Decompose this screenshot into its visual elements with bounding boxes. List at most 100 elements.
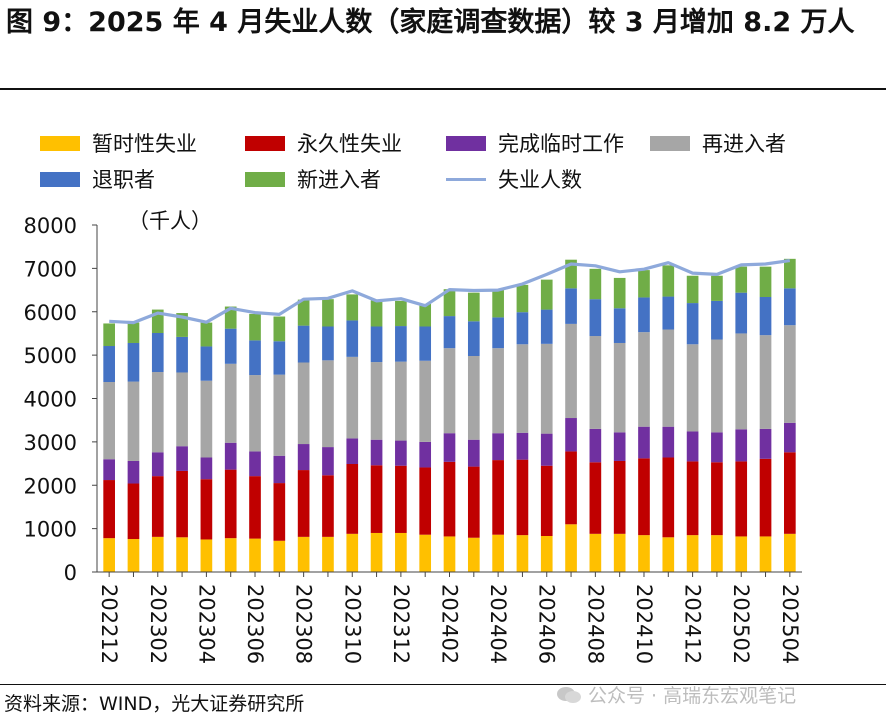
bar-segment	[103, 538, 115, 572]
bar-segment	[370, 532, 383, 572]
legend-line-unemployed	[446, 177, 486, 181]
x-tick-label: 202402	[438, 584, 462, 664]
bar-segment	[759, 536, 772, 572]
bar-segment	[127, 342, 140, 382]
unemployed-line	[109, 259, 791, 325]
bar-segment	[249, 340, 261, 376]
bar-segment	[176, 313, 188, 337]
legend-item-unemployed: 失业人数	[446, 164, 582, 194]
bar-segment	[686, 303, 699, 345]
y-tick-label: 2000	[24, 474, 77, 498]
bar-segment	[322, 360, 334, 448]
x-tick-label: 202412	[681, 584, 705, 664]
legend-label-job-leavers: 退职者	[92, 168, 155, 192]
bar-segment	[638, 332, 650, 427]
bar-segment	[103, 459, 115, 481]
bar-segment	[565, 451, 577, 525]
bar-segment	[443, 316, 456, 349]
footer-divider	[0, 684, 886, 685]
legend-swatch-completed-temp	[446, 135, 486, 151]
bar-segment	[297, 325, 310, 363]
bar-segment	[613, 432, 626, 461]
legend-label-reentrants: 再进入者	[702, 132, 786, 156]
bar-segment	[638, 270, 650, 298]
bar-segment	[127, 322, 140, 343]
x-tick-label: 202306	[243, 584, 267, 664]
bar-segment	[395, 300, 407, 327]
bar-segment	[176, 470, 188, 538]
bar-segment	[492, 348, 504, 434]
x-tick-label: 202212	[97, 584, 121, 664]
bar-segment	[346, 294, 359, 321]
bar-segment	[419, 303, 432, 327]
bar-segment	[273, 374, 286, 456]
bar-segment	[613, 342, 626, 433]
x-tick-label: 202406	[535, 584, 559, 664]
bar-segment	[492, 290, 504, 318]
y-tick-label: 5000	[24, 344, 77, 368]
legend-item-reentrants: 再进入者	[650, 128, 786, 158]
watermark: 公众号 · 高瑞东宏观笔记	[556, 681, 796, 708]
bar-segment	[127, 460, 140, 484]
bar-segment	[565, 524, 577, 572]
bar-segment	[540, 535, 553, 572]
bar-segment	[686, 275, 699, 304]
bar-segment	[200, 346, 213, 381]
bar-segment	[735, 266, 748, 293]
bar-segment	[370, 465, 383, 533]
y-tick-label: 8000	[24, 214, 77, 238]
bar-segment	[151, 452, 164, 477]
bar-segment	[784, 288, 796, 326]
bar-segment	[516, 535, 529, 572]
bar-segment	[346, 356, 359, 439]
stacked-bar-chart: 0 1000 2000 3000 4000 5000 6000 7000 8000 202212…	[24, 209, 802, 664]
bar-segment	[686, 461, 699, 536]
legend-swatch-temporary	[40, 135, 80, 151]
bar-segment	[176, 372, 188, 447]
x-tick-label: 202304	[194, 584, 218, 664]
bar-segment	[759, 335, 772, 429]
bar-segment	[711, 432, 723, 463]
bar-segment	[200, 380, 213, 458]
x-tick-label: 202302	[146, 584, 170, 664]
bar-segment	[151, 536, 164, 572]
bar-segment	[249, 476, 261, 539]
bar-segment	[711, 339, 723, 433]
legend-item-temporary: 暂时性失业	[40, 128, 197, 158]
bar-segment	[589, 533, 602, 572]
y-tick-label: 7000	[24, 257, 77, 281]
bar-segment	[224, 442, 237, 470]
bar-segment	[759, 297, 772, 336]
bar-segment	[613, 308, 626, 343]
bar-segment	[589, 336, 602, 429]
x-tick-label: 202404	[486, 584, 510, 664]
legend-item-completed-temp: 完成临时工作	[446, 128, 624, 158]
bar-segment	[540, 343, 553, 434]
bar-segment	[297, 470, 310, 537]
bar-segment	[297, 536, 310, 572]
bar-segment	[540, 279, 553, 310]
legend-swatch-new-entrants	[245, 171, 285, 187]
bar-segment	[176, 446, 188, 471]
bar-segment	[516, 459, 529, 536]
bar-segment	[249, 451, 261, 477]
bar-segment	[200, 539, 213, 572]
bar-segment	[516, 344, 529, 433]
bar-segment	[784, 533, 796, 572]
bar-segment	[297, 299, 310, 326]
bar-segment	[395, 532, 407, 572]
bar-segment	[613, 460, 626, 534]
x-tick-label: 202504	[778, 584, 802, 664]
bar-segment	[784, 325, 796, 423]
x-tick-label: 202502	[729, 584, 753, 664]
bar-segment	[784, 258, 796, 289]
bar-segment	[638, 535, 650, 572]
bar-segment	[467, 292, 480, 322]
bar-segment	[467, 439, 480, 467]
bar-segment	[516, 432, 529, 460]
legend-swatch-permanent	[245, 135, 285, 151]
bar-segment	[735, 461, 748, 537]
bar-segment	[249, 538, 261, 572]
bar-segment	[249, 375, 261, 452]
bar-segment	[346, 533, 359, 572]
